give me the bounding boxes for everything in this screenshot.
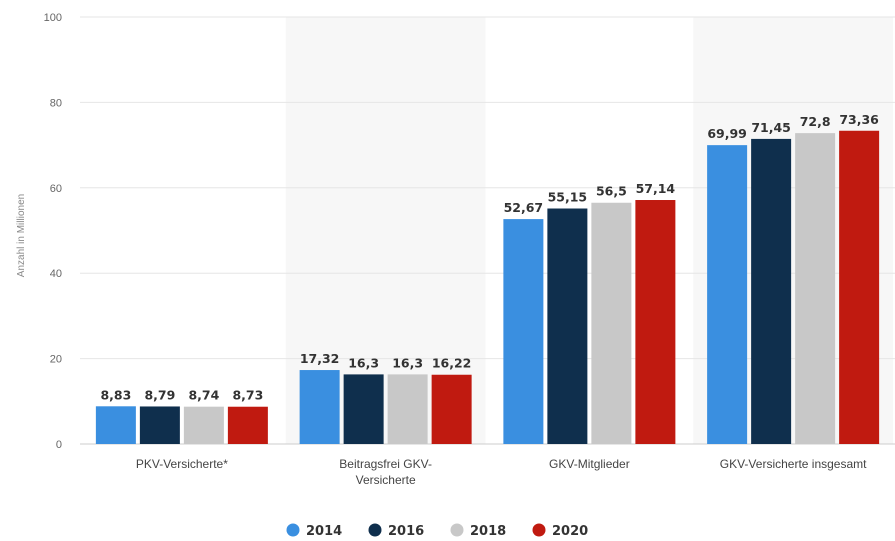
bar-2018[interactable] — [183, 406, 224, 444]
data-label: 71,45 — [751, 120, 791, 135]
legend-swatch — [286, 523, 300, 537]
bar-2020[interactable] — [635, 200, 676, 444]
bar-2016[interactable] — [751, 138, 792, 444]
bar-2018[interactable] — [591, 202, 632, 444]
legend-item-2018[interactable]: 2018 — [450, 523, 507, 540]
data-label: 73,36 — [839, 112, 879, 127]
data-label: 8,79 — [144, 387, 175, 402]
bar-2018[interactable] — [795, 133, 836, 445]
category-label: GKV-Versicherte insgesamt — [720, 457, 867, 471]
legend-swatch — [368, 523, 382, 537]
bar-2020[interactable] — [227, 406, 268, 444]
y-tick-label: 100 — [44, 12, 62, 24]
data-label: 17,32 — [300, 351, 340, 366]
legend-label: 2016 — [388, 524, 424, 539]
bars — [95, 130, 880, 445]
data-label: 8,83 — [100, 387, 131, 402]
bar-2016[interactable] — [547, 208, 588, 444]
category-label: Beitragsfrei GKV- — [339, 457, 432, 471]
data-label: 57,14 — [636, 181, 676, 196]
data-label: 52,67 — [504, 200, 544, 215]
category-labels: PKV-Versicherte* Beitragsfrei GKV- Versich… — [136, 457, 867, 487]
data-label: 72,8 — [800, 114, 831, 129]
data-label: 16,22 — [432, 356, 472, 371]
y-tick-label: 20 — [50, 354, 62, 366]
bar-2016[interactable] — [343, 374, 384, 444]
data-label: 69,99 — [707, 126, 747, 141]
data-label: 8,74 — [188, 388, 219, 403]
legend[interactable]: 2014 2016 2018 2020 — [286, 523, 589, 540]
bar-2020[interactable] — [431, 374, 472, 444]
legend-label: 2018 — [470, 524, 506, 539]
y-tick-label: 60 — [50, 183, 62, 195]
bar-2020[interactable] — [839, 130, 880, 444]
y-axis-label: Anzahl in Millionen — [16, 194, 27, 277]
legend-label: 2020 — [552, 524, 588, 539]
data-labels: 8,83 8,79 8,74 8,73 17,32 16,3 16,3 16,22 52,67 5… — [100, 112, 879, 403]
y-tick-label: 40 — [50, 268, 62, 280]
data-label: 8,73 — [232, 388, 263, 403]
bar-2014[interactable] — [503, 219, 544, 444]
legend-swatch — [450, 523, 464, 537]
legend-item-2020[interactable]: 2020 — [532, 523, 589, 540]
y-tick-label: 0 — [56, 439, 62, 451]
bar-2018[interactable] — [387, 374, 428, 444]
category-label: PKV-Versicherte* — [136, 457, 228, 471]
bar-2014[interactable] — [95, 406, 136, 444]
category-label: GKV-Mitglieder — [549, 457, 630, 471]
bar-2014[interactable] — [707, 145, 748, 444]
bar-2016[interactable] — [139, 406, 180, 444]
data-label: 55,15 — [548, 190, 588, 205]
legend-label: 2014 — [306, 524, 342, 539]
legend-item-2014[interactable]: 2014 — [286, 523, 343, 540]
legend-swatch — [532, 523, 546, 537]
data-label: 56,5 — [596, 184, 627, 199]
data-label: 16,3 — [392, 355, 423, 370]
y-axis-ticks: 0 20 40 60 80 100 — [44, 12, 62, 451]
bar-2014[interactable] — [299, 370, 340, 444]
data-label: 16,3 — [348, 355, 379, 370]
y-tick-label: 80 — [50, 97, 62, 109]
category-label: Versicherte — [356, 473, 416, 487]
legend-item-2016[interactable]: 2016 — [368, 523, 425, 540]
